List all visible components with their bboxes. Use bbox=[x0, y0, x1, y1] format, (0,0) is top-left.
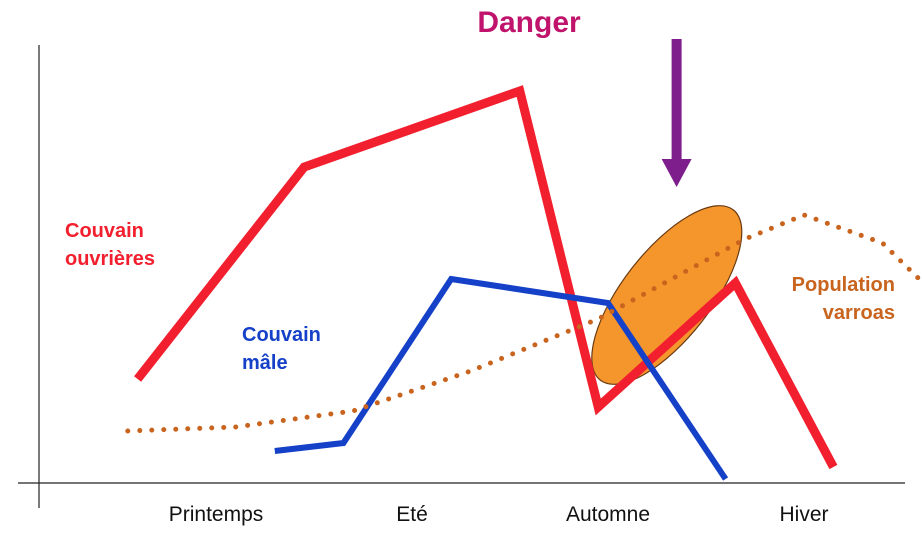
axes bbox=[18, 45, 905, 508]
annotations bbox=[591, 39, 743, 385]
series-labels: Couvain ouvrières Couvain mâle Population var… bbox=[65, 220, 895, 374]
danger-arrow bbox=[661, 39, 692, 187]
series-label-male: Couvain mâle bbox=[242, 324, 321, 374]
series-label-ouvrieres: Couvain ouvrières bbox=[65, 220, 155, 270]
x-tick-label: Eté bbox=[396, 503, 428, 526]
series-line-varroas bbox=[125, 212, 922, 434]
x-tick-label: Automne bbox=[566, 503, 650, 526]
x-tick-labels: Printemps Eté Automne Hiver bbox=[169, 503, 829, 526]
x-tick-label: Printemps bbox=[169, 503, 264, 526]
series-layer bbox=[125, 85, 922, 481]
series-line-male bbox=[274, 275, 729, 481]
series-label-varroas: Population varroas bbox=[792, 274, 895, 324]
x-tick-label: Hiver bbox=[779, 503, 828, 526]
series-line-ouvrieres bbox=[134, 85, 838, 470]
chart-title: Danger bbox=[477, 6, 581, 39]
